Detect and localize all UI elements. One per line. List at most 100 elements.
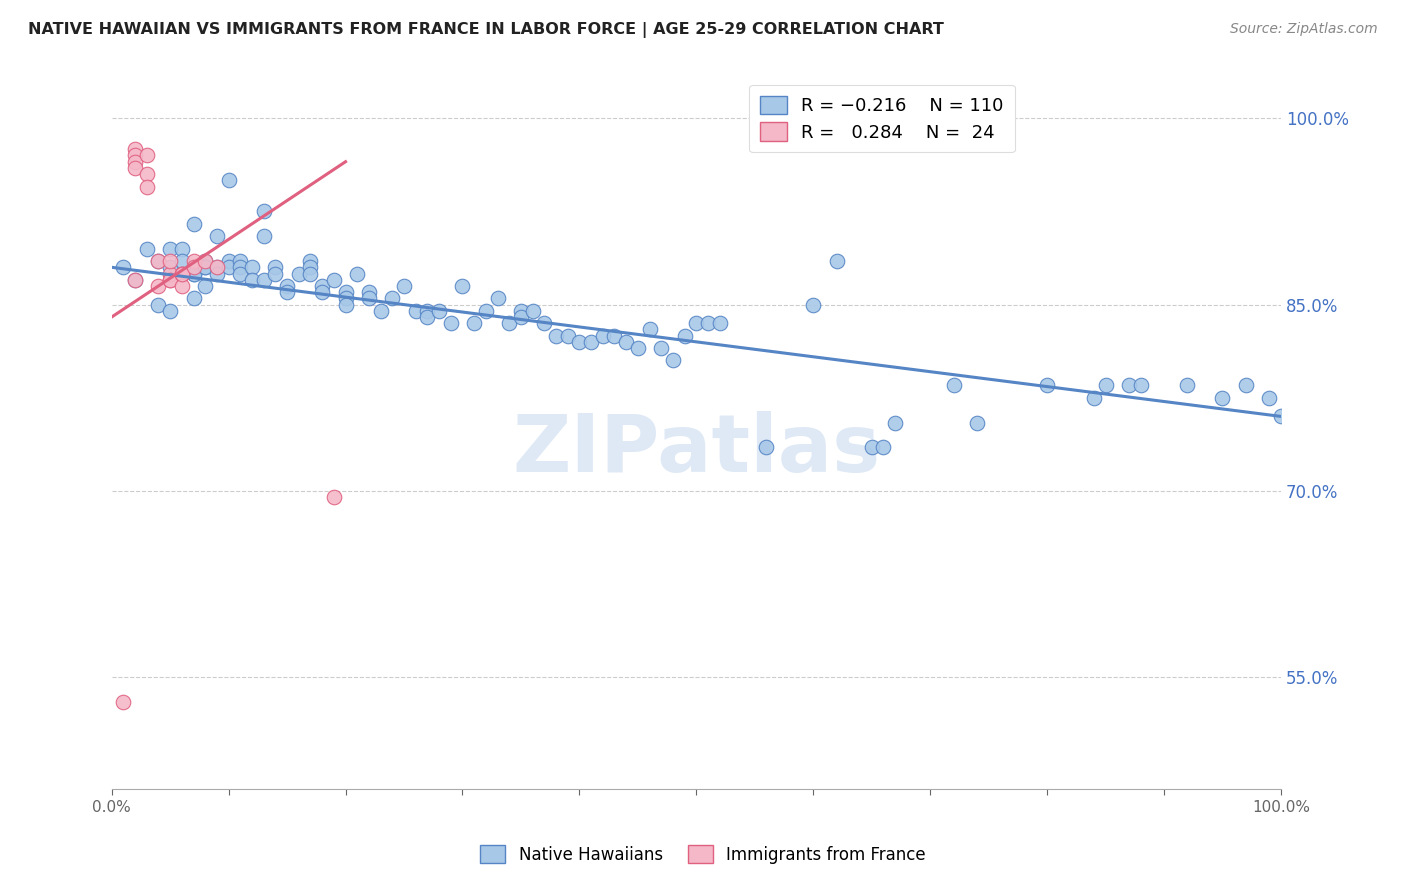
Point <box>135 148 157 162</box>
Point <box>335 285 357 300</box>
Point <box>801 297 824 311</box>
Point <box>942 378 965 392</box>
Point <box>860 441 883 455</box>
Point <box>603 328 626 343</box>
Point <box>650 341 672 355</box>
Point <box>135 167 157 181</box>
Point <box>557 328 579 343</box>
Text: ZIPatlas: ZIPatlas <box>512 411 880 490</box>
Point <box>1083 391 1105 405</box>
Point <box>1036 378 1059 392</box>
Point <box>183 260 205 275</box>
Point <box>592 328 614 343</box>
Point <box>229 254 252 268</box>
Point <box>194 279 217 293</box>
Point <box>288 267 311 281</box>
Point <box>662 353 685 368</box>
Point <box>183 291 205 305</box>
Point <box>627 341 650 355</box>
Point <box>183 267 205 281</box>
Point <box>159 273 181 287</box>
Point <box>357 285 380 300</box>
Point <box>498 316 520 330</box>
Point <box>205 260 228 275</box>
Point <box>264 260 287 275</box>
Point <box>533 316 555 330</box>
Point <box>1211 391 1233 405</box>
Point <box>311 285 333 300</box>
Point <box>218 260 240 275</box>
Point <box>159 273 181 287</box>
Legend: Native Hawaiians, Immigrants from France: Native Hawaiians, Immigrants from France <box>474 838 932 871</box>
Point <box>159 254 181 268</box>
Point <box>416 310 439 324</box>
Point <box>510 303 533 318</box>
Point <box>194 254 217 268</box>
Point <box>253 229 276 244</box>
Point <box>614 334 637 349</box>
Point <box>1270 409 1292 424</box>
Point <box>673 328 696 343</box>
Point <box>148 254 170 268</box>
Point <box>112 260 135 275</box>
Point <box>335 291 357 305</box>
Point <box>148 254 170 268</box>
Point <box>510 310 533 324</box>
Point <box>346 267 368 281</box>
Point <box>311 279 333 293</box>
Point <box>124 161 146 175</box>
Text: NATIVE HAWAIIAN VS IMMIGRANTS FROM FRANCE IN LABOR FORCE | AGE 25-29 CORRELATION: NATIVE HAWAIIAN VS IMMIGRANTS FROM FRANC… <box>28 22 943 38</box>
Point <box>1258 391 1281 405</box>
Point <box>170 242 193 256</box>
Point <box>135 179 157 194</box>
Point <box>218 254 240 268</box>
Point <box>709 316 731 330</box>
Point <box>112 695 135 709</box>
Point <box>1118 378 1140 392</box>
Point <box>451 279 474 293</box>
Point <box>697 316 720 330</box>
Point <box>486 291 509 305</box>
Point <box>322 273 344 287</box>
Point <box>148 297 170 311</box>
Point <box>124 148 146 162</box>
Point <box>381 291 404 305</box>
Point <box>124 273 146 287</box>
Point <box>253 273 276 287</box>
Point <box>475 303 498 318</box>
Point <box>440 316 463 330</box>
Point <box>522 303 544 318</box>
Point <box>194 260 217 275</box>
Point <box>124 142 146 156</box>
Point <box>205 260 228 275</box>
Point <box>872 441 894 455</box>
Point <box>276 285 298 300</box>
Point <box>170 279 193 293</box>
Point <box>170 254 193 268</box>
Point <box>463 316 485 330</box>
Point <box>240 260 263 275</box>
Point <box>253 204 276 219</box>
Point <box>335 297 357 311</box>
Point <box>159 260 181 275</box>
Point <box>544 328 567 343</box>
Point <box>299 260 322 275</box>
Point <box>1234 378 1257 392</box>
Point <box>159 267 181 281</box>
Point <box>183 217 205 231</box>
Point <box>405 303 427 318</box>
Point <box>148 279 170 293</box>
Point <box>568 334 591 349</box>
Legend: R = −0.216    N = 110, R =   0.284    N =  24: R = −0.216 N = 110, R = 0.284 N = 24 <box>749 85 1015 153</box>
Point <box>755 441 778 455</box>
Point <box>299 254 322 268</box>
Point <box>205 267 228 281</box>
Point <box>322 490 344 504</box>
Point <box>218 173 240 187</box>
Point <box>264 267 287 281</box>
Point <box>427 303 450 318</box>
Point <box>229 260 252 275</box>
Point <box>159 303 181 318</box>
Point <box>194 254 217 268</box>
Point <box>966 416 988 430</box>
